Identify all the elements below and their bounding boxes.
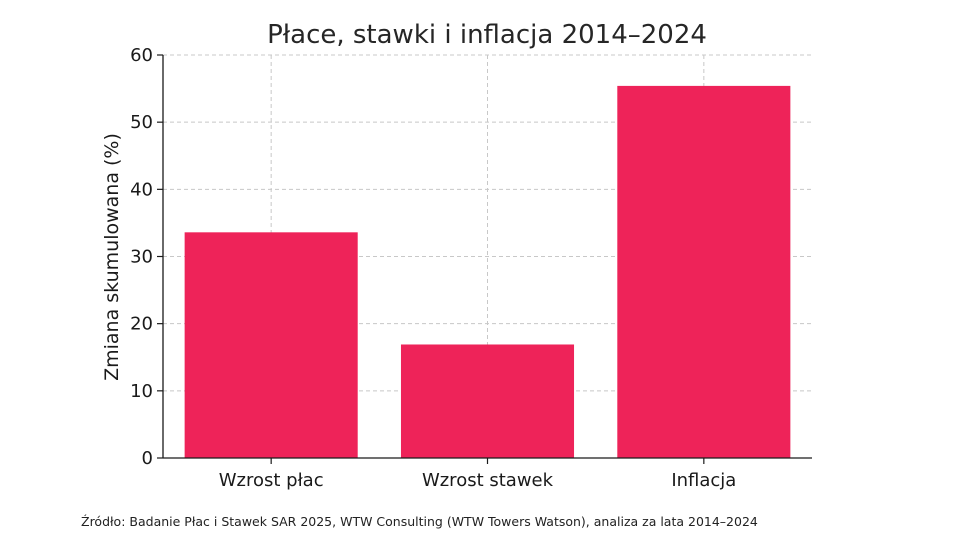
y-tick-label: 20 bbox=[130, 314, 153, 335]
y-tick-label: 10 bbox=[130, 381, 153, 402]
bar-wzrost-p-ac bbox=[184, 232, 358, 458]
y-tick-label: 40 bbox=[130, 179, 153, 200]
bar-inflacja bbox=[617, 85, 791, 458]
x-tick-label: Wzrost stawek bbox=[422, 470, 554, 491]
y-tick-label: 0 bbox=[142, 448, 153, 469]
y-tick-label: 60 bbox=[130, 45, 153, 66]
bars bbox=[184, 85, 791, 458]
y-tick-label: 50 bbox=[130, 112, 153, 133]
bar-wzrost-stawek bbox=[400, 344, 575, 458]
axes bbox=[157, 54, 812, 464]
y-axis-label: Zmiana skumulowana (%) bbox=[101, 133, 123, 381]
chart-title: Płace, stawki i inflacja 2014–2024 bbox=[267, 20, 707, 50]
y-tick-label: 30 bbox=[130, 247, 153, 268]
x-tick-labels: Wzrost płac Wzrost stawek Inflacja bbox=[219, 470, 737, 491]
source-note: Źródło: Badanie Płac i Stawek SAR 2025, … bbox=[81, 514, 758, 529]
x-tick-label: Wzrost płac bbox=[219, 470, 324, 491]
x-tick-label: Inflacja bbox=[671, 470, 736, 491]
y-tick-labels: 0 10 20 30 40 50 60 bbox=[130, 45, 153, 469]
